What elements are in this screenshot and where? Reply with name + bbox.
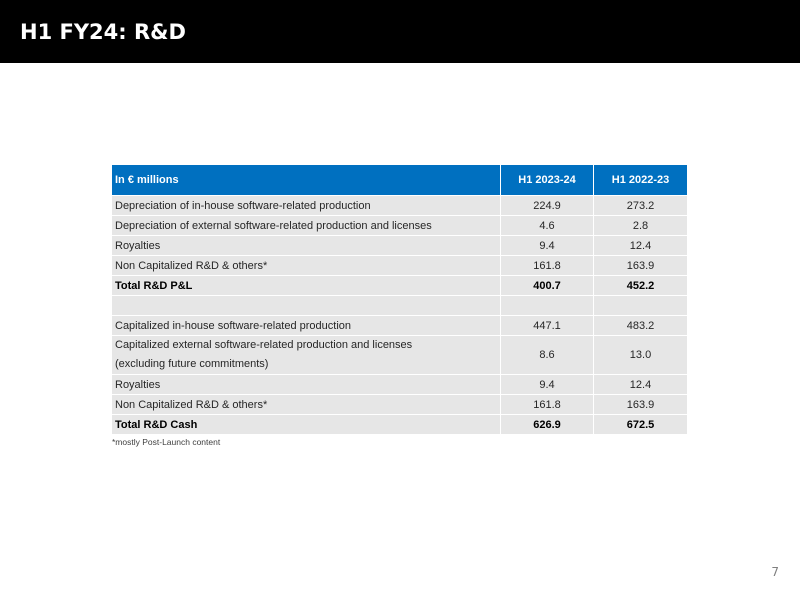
header-unit-label: In € millions [112,165,501,195]
table-row: Royalties 9.4 12.4 [112,374,687,394]
row-label: Capitalized in-house software-related pr… [112,315,501,335]
table-row: Depreciation of in-house software-relate… [112,195,687,215]
total-value-current: 626.9 [501,414,594,434]
row-label: Royalties [112,235,501,255]
total-rd-pnl-row: Total R&D P&L 400.7 452.2 [112,275,687,295]
spacer-cell [594,295,687,315]
spacer-cell [112,295,501,315]
row-value-current: 224.9 [501,195,594,215]
table-row: Capitalized external software-related pr… [112,335,687,374]
row-value-current: 4.6 [501,215,594,235]
total-rd-cash-row: Total R&D Cash 626.9 672.5 [112,414,687,434]
row-value-prior: 163.9 [594,255,687,275]
row-value-prior: 12.4 [594,235,687,255]
table-row: Non Capitalized R&D & others* 161.8 163.… [112,255,687,275]
table-header-row: In € millions H1 2023-24 H1 2022-23 [112,165,687,195]
row-label-line: (excluding future commitments) [115,358,269,370]
total-label: Total R&D P&L [112,275,501,295]
row-value-current: 161.8 [501,255,594,275]
row-label-line: Capitalized external software-related pr… [115,339,413,351]
row-value-prior: 483.2 [594,315,687,335]
total-value-prior: 452.2 [594,275,687,295]
total-label: Total R&D Cash [112,414,501,434]
row-value-current: 9.4 [501,235,594,255]
table-row: Non Capitalized R&D & others* 161.8 163.… [112,394,687,414]
table-row: Depreciation of external software-relate… [112,215,687,235]
row-label: Depreciation of external software-relate… [112,215,501,235]
row-label: Royalties [112,374,501,394]
header-col-h1-2022-23: H1 2022-23 [594,165,687,195]
row-value-prior: 273.2 [594,195,687,215]
row-label: Non Capitalized R&D & others* [112,255,501,275]
table-row: Royalties 9.4 12.4 [112,235,687,255]
row-value-current: 9.4 [501,374,594,394]
row-value-current: 8.6 [501,335,594,374]
footnote: *mostly Post-Launch content [112,437,221,447]
row-value-prior: 13.0 [594,335,687,374]
row-value-prior: 163.9 [594,394,687,414]
total-value-prior: 672.5 [594,414,687,434]
title-bar: H1 FY24: R&D [0,0,800,63]
row-label: Depreciation of in-house software-relate… [112,195,501,215]
row-label: Non Capitalized R&D & others* [112,394,501,414]
spacer-row [112,295,687,315]
spacer-cell [501,295,594,315]
total-value-current: 400.7 [501,275,594,295]
row-value-prior: 2.8 [594,215,687,235]
row-value-current: 447.1 [501,315,594,335]
row-value-current: 161.8 [501,394,594,414]
row-value-prior: 12.4 [594,374,687,394]
slide-title: H1 FY24: R&D [20,20,186,44]
rd-table: In € millions H1 2023-24 H1 2022-23 Depr… [112,165,687,434]
page-number: 7 [771,565,779,579]
table-row: Capitalized in-house software-related pr… [112,315,687,335]
row-label: Capitalized external software-related pr… [112,335,501,374]
header-col-h1-2023-24: H1 2023-24 [501,165,594,195]
